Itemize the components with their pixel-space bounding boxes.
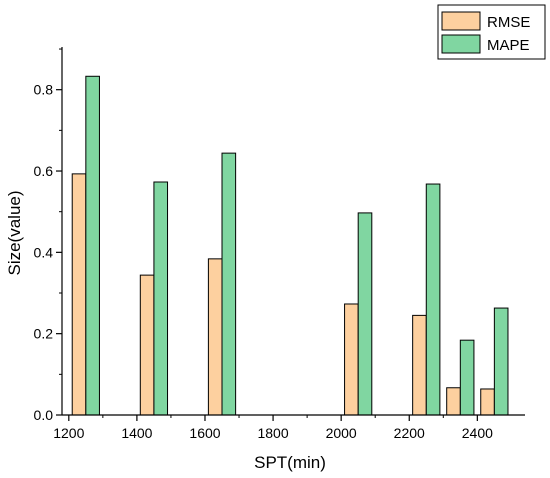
bar-mape-2	[221, 152, 237, 416]
y-tick-label-3: 0.6	[34, 163, 54, 179]
bar-mape-6	[493, 307, 509, 416]
plot-area	[71, 75, 509, 416]
bar-rmse-4	[412, 314, 427, 416]
y-tick-label-4: 0.8	[34, 82, 54, 98]
x-tick-label-1200: 1200	[53, 425, 84, 441]
x-tick-label-1400: 1400	[121, 425, 152, 441]
x-axis: 1200 1400 1600 1800 2000 2200 2400	[53, 414, 525, 441]
bar-mape-3	[357, 212, 373, 416]
x-tick-label-2400: 2400	[462, 425, 493, 441]
y-tick-label-1: 0.2	[34, 326, 54, 342]
bar-rmse-3	[344, 303, 359, 416]
bar-rmse-5	[446, 387, 461, 416]
bar-mape-4	[425, 183, 441, 416]
legend-label-rmse: RMSE	[487, 14, 530, 31]
x-tick-label-2200: 2200	[394, 425, 425, 441]
legend-label-mape: MAPE	[487, 37, 530, 54]
y-tick-label-2: 0.4	[34, 244, 54, 260]
bar-mape-1	[153, 181, 169, 416]
y-axis-title: Size(value)	[5, 190, 24, 275]
legend: RMSE MAPE	[437, 4, 546, 60]
x-tick-label-1600: 1600	[189, 425, 220, 441]
y-tick-label-0: 0.0	[34, 407, 54, 423]
bar-rmse-1	[139, 274, 155, 416]
bar-mape-5	[459, 339, 475, 416]
bar-rmse-2	[207, 258, 223, 416]
y-axis: 0.0 0.2 0.4 0.6 0.8	[34, 47, 63, 423]
legend-swatch-rmse	[441, 11, 481, 31]
x-tick-label-1800: 1800	[257, 425, 288, 441]
x-axis-title: SPT(min)	[254, 453, 326, 472]
bar-mape-0	[85, 75, 100, 416]
bar-rmse-6	[480, 388, 495, 416]
x-tick-label-2000: 2000	[326, 425, 357, 441]
bar-rmse-0	[71, 173, 87, 416]
legend-swatch-mape	[441, 34, 481, 54]
